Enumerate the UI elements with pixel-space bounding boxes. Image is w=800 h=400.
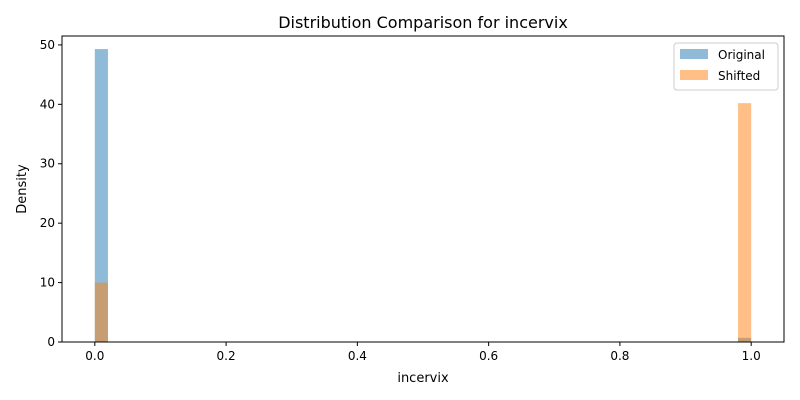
legend-label-original: Original <box>718 48 765 62</box>
legend: Original Shifted <box>673 42 779 91</box>
bars-layer <box>94 49 752 343</box>
y-axis-label: Density <box>15 164 30 214</box>
plot-frame <box>61 35 785 343</box>
x-tick-label: 1.0 <box>742 349 761 363</box>
x-axis-label: incervix <box>397 371 449 386</box>
x-axis-ticks: 0.0 0.2 0.4 0.6 0.8 1.0 <box>85 342 761 363</box>
legend-label-shifted: Shifted <box>718 69 760 83</box>
y-tick-label: 20 <box>40 216 55 230</box>
y-tick-label: 0 <box>47 335 55 349</box>
x-tick-label: 0.2 <box>217 349 236 363</box>
bar-shifted-0 <box>94 282 108 342</box>
chart-title: Distribution Comparison for incervix <box>278 13 568 32</box>
legend-swatch-shifted <box>680 70 708 80</box>
bar-original-0 <box>94 49 108 343</box>
legend-swatch-original <box>680 49 708 59</box>
x-tick-label: 0.0 <box>85 349 104 363</box>
y-tick-label: 10 <box>40 276 55 290</box>
y-tick-label: 40 <box>40 97 55 111</box>
y-axis-ticks: 0 10 20 30 40 50 <box>40 38 62 349</box>
y-tick-label: 30 <box>40 157 55 171</box>
x-tick-label: 0.6 <box>479 349 498 363</box>
x-tick-label: 0.4 <box>348 349 367 363</box>
bar-shifted-1 <box>738 103 752 342</box>
y-tick-label: 50 <box>40 38 55 52</box>
x-tick-label: 0.8 <box>610 349 629 363</box>
